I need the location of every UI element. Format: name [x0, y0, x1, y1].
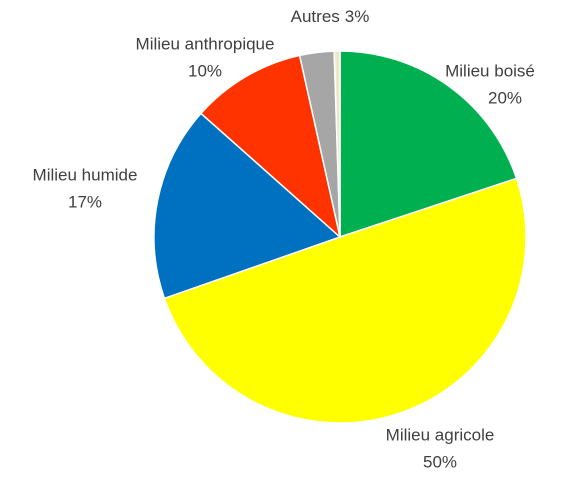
category-label: Milieu boisé	[445, 61, 535, 80]
category-label: Milieu agricole	[386, 425, 495, 444]
pie-slice	[333, 50, 341, 238]
category-label: Milieu humide	[33, 165, 138, 184]
pie-slice	[199, 54, 342, 240]
category-label: Milieu anthropique	[136, 34, 275, 53]
pie-slice	[163, 177, 527, 424]
category-label: Autres	[291, 7, 340, 26]
value-label: 3%	[345, 7, 370, 26]
value-label: 20%	[488, 88, 522, 107]
value-label: 50%	[423, 452, 457, 471]
value-label: 17%	[68, 192, 102, 211]
value-label: 10%	[188, 61, 222, 80]
slice-label: Autres 3%	[291, 7, 370, 26]
pie-slice	[153, 112, 342, 300]
pie-slice	[339, 50, 518, 239]
